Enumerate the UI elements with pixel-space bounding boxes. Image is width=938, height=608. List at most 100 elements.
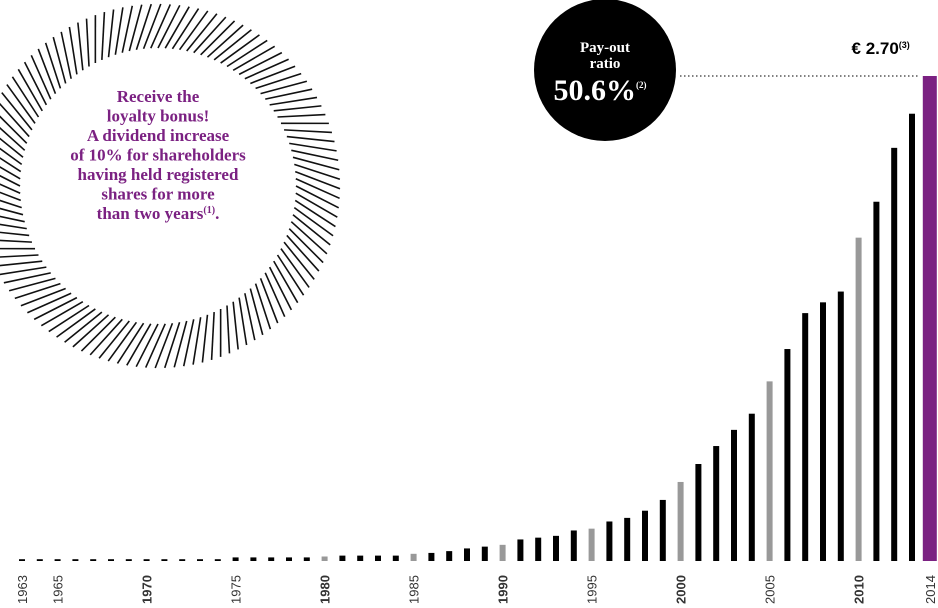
x-tick-label: 1975 <box>229 575 244 604</box>
loyalty-text: loyalty bonus! <box>107 107 210 126</box>
x-tick-label: 2005 <box>763 575 778 604</box>
ray <box>0 118 25 150</box>
ray <box>27 293 71 312</box>
payout-label: ratio <box>590 56 621 72</box>
ray <box>31 55 50 99</box>
chart: Receive theloyalty bonus!A dividend incr… <box>0 0 938 608</box>
bar <box>749 414 755 561</box>
bar <box>411 554 417 561</box>
loyalty-text: having held registered <box>78 165 239 184</box>
loyalty-text: than two years(1). <box>97 204 220 223</box>
ray <box>87 19 89 67</box>
bar <box>126 559 132 561</box>
ray <box>250 66 295 83</box>
bar <box>909 114 915 561</box>
bar <box>923 76 937 561</box>
payout-value: 50.6%(2) <box>554 74 647 107</box>
ray <box>294 164 340 179</box>
bar <box>838 292 844 561</box>
bar <box>233 557 239 561</box>
ray <box>295 172 340 189</box>
ray <box>0 230 29 235</box>
bar <box>802 313 808 561</box>
bar <box>482 547 488 561</box>
bar <box>179 559 185 561</box>
bar <box>500 545 506 561</box>
bar <box>215 559 221 561</box>
x-tick-label: 2000 <box>674 575 689 604</box>
bar <box>517 539 523 561</box>
ray <box>212 312 215 360</box>
loyalty-note: (1) <box>203 205 215 216</box>
bar <box>784 349 790 561</box>
x-tick-label: 1990 <box>496 575 511 604</box>
bar <box>357 556 363 561</box>
bar <box>767 381 773 561</box>
bar <box>304 557 310 561</box>
loyalty-suffix: . <box>215 204 219 223</box>
bar <box>250 557 256 561</box>
bar <box>90 559 96 561</box>
loyalty-text: of 10% for shareholders <box>70 146 246 165</box>
bar <box>464 548 470 561</box>
ray <box>155 323 172 368</box>
bar <box>161 559 167 561</box>
x-tick-label: 1970 <box>140 575 155 604</box>
bar <box>660 500 666 561</box>
ray <box>0 145 21 171</box>
ray <box>38 49 55 94</box>
bar <box>606 521 612 561</box>
bar <box>375 556 381 561</box>
loyalty-text: A dividend increase <box>87 126 230 145</box>
ray <box>239 298 246 345</box>
ray <box>0 261 42 266</box>
bar <box>322 557 328 561</box>
ray <box>274 106 322 111</box>
bar <box>428 553 434 561</box>
bar <box>571 530 577 561</box>
bar <box>856 238 862 561</box>
x-tick-label: 1963 <box>15 575 30 604</box>
bar <box>642 511 648 561</box>
ray <box>165 322 180 368</box>
bar <box>72 559 78 561</box>
ray <box>278 115 326 117</box>
ray <box>193 317 201 364</box>
ray <box>0 109 27 143</box>
ray <box>0 221 27 229</box>
ray <box>0 267 46 274</box>
bar <box>891 148 897 561</box>
loyalty-text: shares for more <box>101 185 215 204</box>
x-tick-label: 1965 <box>51 575 66 604</box>
ray <box>69 27 76 74</box>
bar <box>553 536 559 561</box>
ray <box>261 278 278 323</box>
ray <box>245 59 289 78</box>
ray <box>0 240 32 243</box>
bar <box>695 464 701 561</box>
bar <box>535 538 541 561</box>
bar <box>339 556 345 561</box>
bar <box>108 559 114 561</box>
ray <box>227 306 229 354</box>
bar <box>197 559 203 561</box>
ray <box>0 164 20 186</box>
bar <box>731 430 737 561</box>
bar <box>873 202 879 561</box>
x-tick-label: 2014 <box>923 575 938 604</box>
page: {"chart_data": {"type": "bar", "categori… <box>0 0 938 608</box>
bar <box>678 482 684 561</box>
ray <box>0 155 20 179</box>
ray <box>115 7 123 54</box>
ray <box>270 97 317 104</box>
bar <box>820 302 826 561</box>
ray <box>0 212 25 222</box>
ray <box>284 130 332 133</box>
bar <box>19 559 25 561</box>
payout-label: Pay-out <box>580 40 630 56</box>
bar <box>624 518 630 561</box>
ray <box>0 255 38 257</box>
ray <box>136 4 151 50</box>
bar <box>37 559 43 561</box>
x-tick-label: 1995 <box>585 575 600 604</box>
